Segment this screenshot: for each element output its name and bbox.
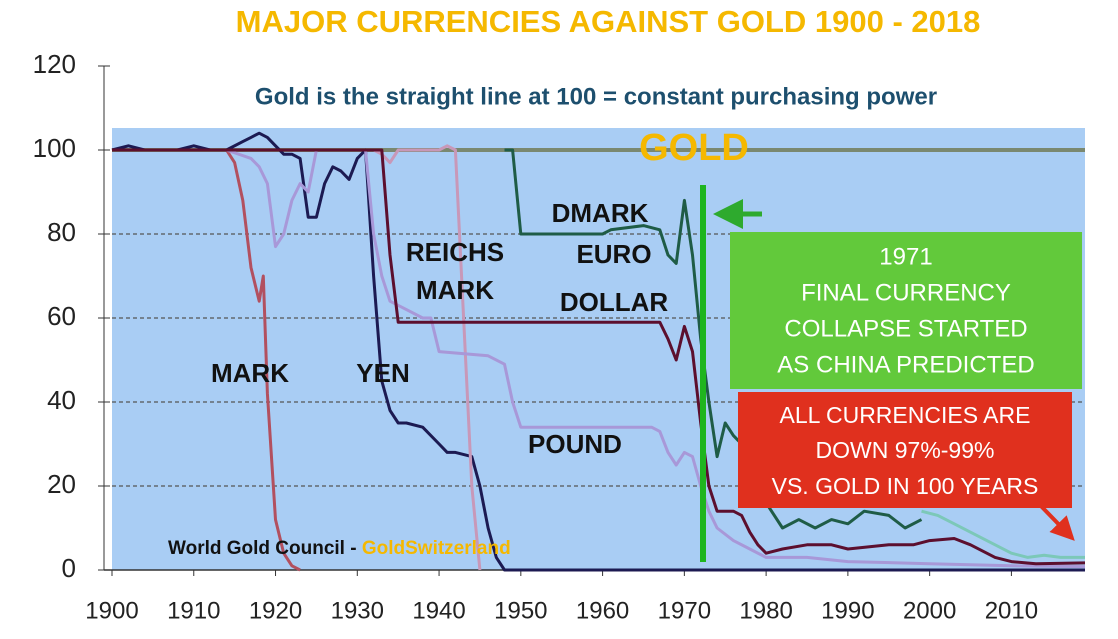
x-tick-label: 1960	[576, 597, 629, 624]
x-tick-label: 1940	[412, 597, 465, 624]
y-tick-label: 80	[47, 217, 76, 247]
green-box-text: 1971	[879, 243, 932, 270]
x-tick-label: 1920	[249, 597, 302, 624]
y-tick-label: 20	[47, 469, 76, 499]
x-tick-label: 1980	[739, 597, 792, 624]
source-site: GoldSwitzerland	[362, 538, 511, 559]
x-tick-label: 2000	[903, 597, 956, 624]
y-tick-label: 120	[33, 49, 76, 79]
source-org: World Gold Council -	[168, 538, 362, 559]
y-tick-label: 60	[47, 301, 76, 331]
series-line	[504, 148, 923, 530]
x-tick-label: 1910	[167, 597, 220, 624]
y-tick-label: 100	[33, 133, 76, 163]
series-line	[112, 148, 1086, 569]
source: World Gold Council - GoldSwitzerland	[168, 538, 511, 559]
green-box-text: FINAL CURRENCY	[801, 279, 1011, 306]
x-tick-label: 1900	[85, 597, 138, 624]
series-label: DOLLAR	[560, 287, 669, 317]
x-tick-label: 1930	[331, 597, 384, 624]
x-tick-label: 2010	[985, 597, 1038, 624]
series-label: REICHS MARK	[405, 237, 505, 305]
arrow	[1038, 503, 1075, 541]
gold-label: GOLD	[639, 127, 749, 169]
x-tick-label: 1990	[821, 597, 874, 624]
series-line	[921, 509, 1085, 559]
series-line	[112, 148, 301, 572]
subtitle: Gold is the straight line at 100 = const…	[255, 83, 937, 110]
red-box-text: DOWN 97%-99%	[816, 437, 995, 463]
series-label: YEN	[356, 358, 409, 388]
green-box-text: COLLAPSE STARTED	[784, 315, 1027, 342]
series-line	[112, 148, 1086, 566]
green-box	[730, 232, 1082, 389]
y-tick-label: 0	[62, 553, 76, 583]
green-box-text: AS CHINA PREDICTED	[777, 351, 1034, 378]
series-label: POUND	[528, 429, 622, 459]
chart-title: MAJOR CURRENCIES AGAINST GOLD 1900 - 201…	[236, 4, 981, 39]
y-tick-label: 40	[47, 385, 76, 415]
x-tick-label: 1970	[658, 597, 711, 624]
red-box	[738, 392, 1072, 508]
red-box-text: ALL CURRENCIES ARE	[780, 402, 1031, 428]
series-label: DMARK	[552, 198, 649, 228]
series-label: MARK	[211, 358, 289, 388]
red-box-text: VS. GOLD IN 100 YEARS	[772, 473, 1039, 499]
x-tick-label: 1950	[494, 597, 547, 624]
series-label: EURO	[576, 239, 651, 269]
